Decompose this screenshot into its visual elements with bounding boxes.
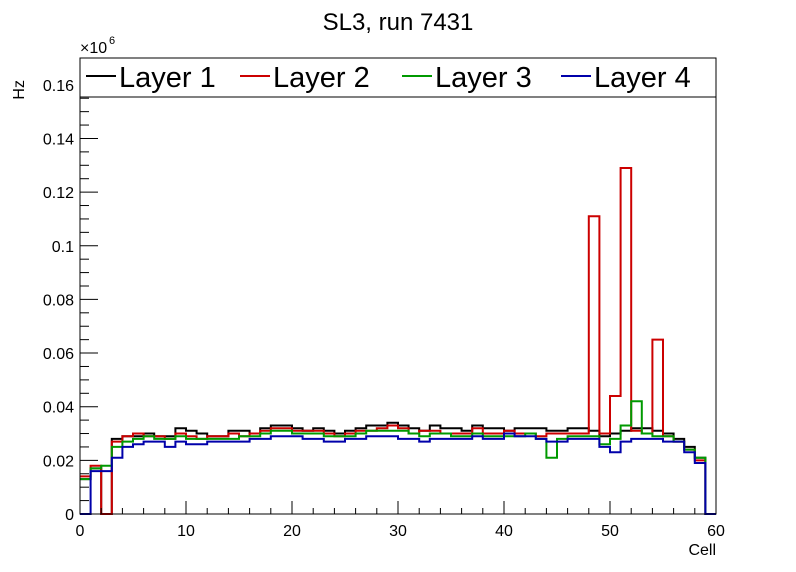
series-line-layer-3	[80, 400, 716, 515]
y-tick-label: 0.04	[43, 400, 74, 417]
series-line-layer-2	[80, 167, 716, 515]
y-tick-label: 0.14	[43, 131, 74, 148]
x-tick-label: 10	[177, 523, 195, 540]
x-tick-label: 60	[707, 523, 725, 540]
y-tick-label: 0.12	[43, 185, 74, 202]
series-line-layer-1	[80, 421, 716, 515]
legend-box	[79, 57, 717, 98]
x-tick-label: 30	[389, 523, 407, 540]
y-tick-label: 0	[65, 507, 74, 524]
y-axis-label: Hz	[11, 80, 28, 100]
y-tick-label: 0.06	[43, 346, 74, 363]
y-tick-label: 0.16	[43, 78, 74, 95]
legend-label-layer-3: Layer 3	[435, 62, 532, 94]
legend-label-layer-2: Layer 2	[273, 62, 370, 94]
x-axis-ticks: 0 10 20 30 40 50 60	[76, 501, 725, 540]
x-tick-label: 20	[283, 523, 301, 540]
y-multiplier: ×10 6	[80, 35, 115, 57]
y-tick-label: 0.08	[43, 292, 74, 309]
x-axis-label: Cell	[688, 542, 716, 559]
y-tick-label: 0.02	[43, 453, 74, 470]
x-tick-label: 50	[601, 523, 619, 540]
y-multiplier-exponent: 6	[109, 35, 115, 47]
x-tick-label: 0	[76, 523, 85, 540]
x-tick-label: 40	[495, 523, 513, 540]
legend: Layer 1 Layer 2 Layer 3 Layer 4	[79, 57, 717, 98]
y-multiplier-base: ×10	[80, 40, 107, 57]
y-tick-label: 0.1	[52, 239, 74, 256]
series-layer	[80, 167, 716, 515]
series-line-layer-4	[80, 432, 716, 515]
legend-label-layer-1: Layer 1	[119, 62, 216, 94]
chart-title: SL3, run 7431	[323, 9, 474, 36]
y-axis-ticks: 0 0.02 0.04 0.06 0.08 0.1 0.12 0.14 0.16	[43, 57, 98, 524]
legend-label-layer-4: Layer 4	[594, 62, 691, 94]
